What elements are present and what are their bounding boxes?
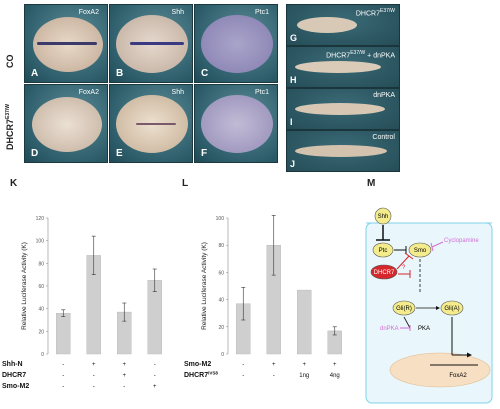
chart-k: 0 20 40 60 80 100 120 Relative Luciferase Activ…: [2, 216, 162, 390]
y-tick-label: 20: [218, 325, 224, 331]
y-tick-label: 40: [218, 298, 224, 304]
smo-node: [408, 242, 432, 258]
condition-sign: -: [123, 384, 125, 390]
y-tick-label: 60: [218, 270, 224, 276]
condition-sign: +: [272, 362, 276, 368]
panel-b: Shh B: [109, 4, 193, 83]
y-tick-label: 60: [38, 284, 44, 290]
y-tick-label: 80: [38, 261, 44, 267]
condition-row-label: DHCR7: [2, 372, 26, 379]
panel-letter: F: [201, 148, 208, 159]
bar: [297, 289, 312, 355]
panel-d: FoxA2 D: [24, 84, 108, 163]
condition-sign: +: [153, 384, 157, 390]
pathway-diagram: Shh Ptc Smo Cyclopamine DHCR7 ? Gli(R) G…: [365, 207, 493, 404]
panel-letter: C: [201, 68, 209, 79]
shh-node: [374, 207, 392, 225]
glir-label: Gli(R): [396, 306, 412, 312]
condition-sign: -: [242, 362, 244, 368]
panel-letter-m: M: [367, 178, 376, 189]
panel-i: dnPKA I: [286, 88, 400, 130]
condition-sign: -: [62, 384, 64, 390]
smo-label: Smo: [414, 248, 427, 254]
panel-gene-label: Ptc1: [254, 89, 269, 96]
foxa2-label: FoxA2: [449, 373, 467, 379]
panel-letter: E: [116, 148, 123, 159]
condition-sign: -: [242, 373, 244, 379]
panel-name: Control: [372, 134, 395, 141]
pka-label: PKA: [418, 326, 430, 332]
condition-row-label: Shh-N: [2, 361, 23, 368]
glia-node: [440, 300, 464, 316]
panel-letter: B: [116, 68, 124, 79]
question-mark: ?: [402, 265, 406, 271]
panel-gene-label: FoxA2: [78, 89, 99, 96]
panel-name: DHCR7E37/W: [355, 8, 395, 18]
y-tick-label: 100: [36, 239, 45, 245]
condition-sign: +: [302, 362, 306, 368]
panel-a: FoxA2 A: [24, 4, 108, 83]
row-label-co: CO: [5, 54, 15, 69]
condition-row-label: Smo-M2: [184, 361, 211, 368]
panel-letter: A: [31, 68, 39, 79]
condition-sign: -: [154, 362, 156, 368]
panel-j: Control J: [286, 130, 400, 172]
y-tick-label: 0: [41, 352, 44, 358]
panel-g: DHCR7E37/W G: [286, 4, 400, 46]
panel-c: Ptc1 C: [194, 4, 278, 83]
condition-row-label: Smo-M2: [2, 383, 29, 390]
dnpka-label: dnPKA: [380, 326, 399, 332]
condition-sign: -: [62, 373, 64, 379]
shh-label: Shh: [378, 214, 389, 220]
dhcr7-node: [370, 264, 398, 280]
y-tick-label: 100: [216, 216, 225, 222]
panel-name: DHCR7E37/W + dnPKA: [326, 50, 395, 60]
panel-f: Ptc1 F: [194, 84, 278, 163]
bar: [56, 312, 71, 355]
glir-node: [392, 300, 416, 316]
panel-gene-label: Shh: [171, 9, 184, 16]
condition-sign: +: [122, 362, 126, 368]
glia-label: Gli(A): [444, 306, 459, 312]
panel-gene-label: Ptc1: [254, 9, 269, 16]
panel-letter: G: [290, 33, 298, 43]
y-axis-label: Relative Luciferase Activity (K): [201, 242, 208, 330]
y-tick-label: 40: [38, 307, 44, 313]
panel-gene-label: FoxA2: [78, 9, 99, 16]
condition-sign: -: [154, 373, 156, 379]
panel-letter: I: [290, 117, 293, 127]
y-tick-label: 80: [218, 243, 224, 249]
y-tick-label: 20: [38, 329, 44, 335]
panel-h: DHCR7E37/W + dnPKA H: [286, 46, 400, 88]
condition-sign: -: [62, 362, 64, 368]
panel-name: dnPKA: [373, 92, 395, 99]
ptc-node: [372, 242, 394, 258]
condition-sign: +: [333, 362, 337, 368]
panel-letter: H: [290, 75, 297, 85]
panel-letter: J: [290, 159, 296, 169]
chart-l: 0 20 40 60 80 100 Relative Luciferase Activity…: [184, 214, 342, 380]
panel-letter-k: K: [10, 178, 18, 189]
condition-sign: 4ng: [330, 373, 340, 379]
condition-sign: -: [273, 373, 275, 379]
dhcr7-label: DHCR7: [374, 270, 395, 276]
panel-letter: D: [31, 148, 39, 159]
condition-sign: -: [93, 373, 95, 379]
y-axis-label: Relative Luciferase Activity (K): [21, 242, 28, 330]
panel-gene-label: Shh: [171, 89, 184, 96]
y-tick-label: 0: [221, 352, 224, 358]
panel-letter-l: L: [182, 178, 189, 189]
condition-sign: -: [93, 384, 95, 390]
panel-e: Shh E: [109, 84, 193, 163]
condition-row-label: DHCR7IVS8: [184, 371, 218, 380]
y-tick-label: 120: [36, 216, 45, 222]
row-label-dhcr7: DHCR7E37/W: [5, 103, 15, 150]
condition-sign: +: [92, 362, 96, 368]
cyclopamine-label: Cyclopamine: [444, 238, 479, 244]
condition-sign: 1ng: [299, 373, 309, 379]
ptc-label: Ptc: [379, 248, 388, 254]
condition-sign: +: [122, 373, 126, 379]
